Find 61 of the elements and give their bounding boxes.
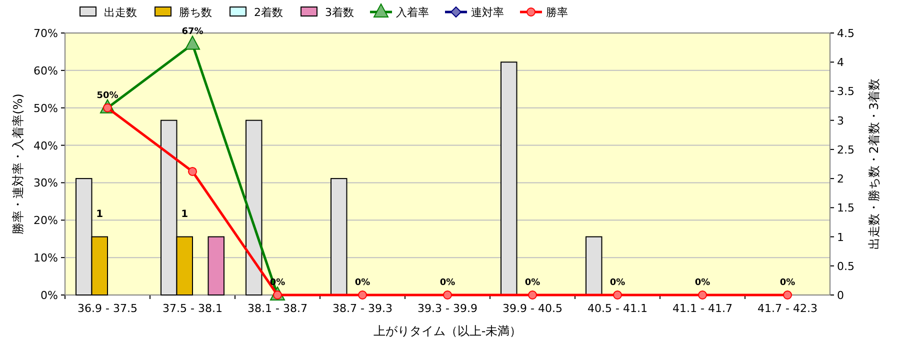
x-tick-label: 41.1 - 41.7 — [672, 302, 732, 315]
legend-label: 勝ち数 — [179, 6, 212, 19]
data-label: 1 — [181, 208, 188, 220]
x-axis-title: 上がりタイム（以上-未満） — [373, 324, 522, 338]
data-label: 0% — [694, 278, 710, 288]
legend-label: 2着数 — [254, 6, 283, 19]
data-label: 0% — [354, 278, 370, 288]
x-tick-label: 38.7 - 39.3 — [332, 302, 392, 315]
x-tick-label: 38.1 - 38.7 — [248, 302, 308, 315]
y2-tick-label: 4 — [837, 56, 844, 70]
x-tick-label: 40.5 - 41.1 — [588, 302, 648, 315]
legend-label: 入着率 — [396, 6, 429, 19]
y2-tick-label: 4.5 — [837, 27, 854, 40]
legend-label: 連対率 — [471, 6, 504, 19]
x-tick-label: 41.7 - 42.3 — [758, 302, 818, 315]
y2-axis-title: 出走数・勝ち数・2着数・3着数 — [867, 78, 881, 250]
point — [528, 290, 537, 300]
point — [358, 290, 367, 300]
y-tick-label: 20% — [34, 214, 58, 228]
x-tick-label: 36.9 - 37.5 — [78, 302, 138, 315]
legend-label: 勝率 — [546, 6, 568, 19]
point — [443, 290, 452, 300]
y-tick-label: 60% — [34, 64, 58, 78]
y2-tick-label: 2.5 — [837, 143, 854, 156]
legend-label: 出走数 — [104, 6, 137, 19]
y-tick-label: 40% — [34, 139, 58, 152]
bar — [586, 236, 602, 296]
point — [185, 36, 200, 50]
data-label: 50% — [96, 90, 118, 101]
x-tick-label: 39.9 - 40.5 — [502, 302, 562, 315]
point — [613, 290, 622, 300]
y2-tick-label: 1.5 — [837, 202, 854, 215]
bar — [76, 178, 92, 296]
y-tick-label: 0% — [40, 289, 58, 302]
data-label: 0% — [440, 278, 456, 288]
bar — [160, 120, 178, 296]
data-label: 0% — [610, 278, 626, 288]
data-label: 0% — [524, 278, 540, 288]
y2-tick-label: 0.5 — [837, 260, 854, 273]
y-axis-title: 勝率・連対率・入着率(%) — [11, 94, 25, 234]
point — [188, 166, 197, 176]
point — [698, 290, 707, 300]
x-tick-label: 37.5 - 38.1 — [162, 302, 222, 315]
y-tick-label: 50% — [34, 102, 58, 115]
y2-tick-label: 3 — [837, 114, 844, 128]
data-label: 0% — [780, 278, 796, 288]
data-label: 67% — [182, 27, 204, 38]
y2-tick-label: 3.5 — [837, 85, 854, 98]
bar — [246, 120, 262, 296]
x-tick-label: 39.3 - 39.9 — [418, 302, 478, 315]
y-tick-label: 70% — [34, 27, 58, 40]
y2-tick-label: 2 — [837, 172, 844, 186]
bar — [330, 178, 348, 296]
point — [783, 290, 792, 300]
y-tick-label: 10% — [34, 252, 58, 265]
data-label: 1 — [96, 208, 104, 220]
bar — [500, 62, 518, 296]
y2-tick-label: 0 — [837, 289, 844, 302]
y2-tick-label: 1 — [837, 230, 844, 244]
legend-label: 3着数 — [325, 6, 354, 19]
y-tick-label: 30% — [34, 176, 58, 190]
